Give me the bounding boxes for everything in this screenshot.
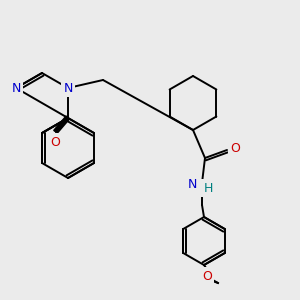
Text: N: N [63, 82, 73, 94]
Text: N: N [11, 82, 21, 94]
Text: O: O [230, 142, 240, 154]
Text: H: H [203, 182, 213, 194]
Text: O: O [50, 136, 60, 148]
Text: O: O [202, 269, 212, 283]
Text: N: N [187, 178, 197, 191]
